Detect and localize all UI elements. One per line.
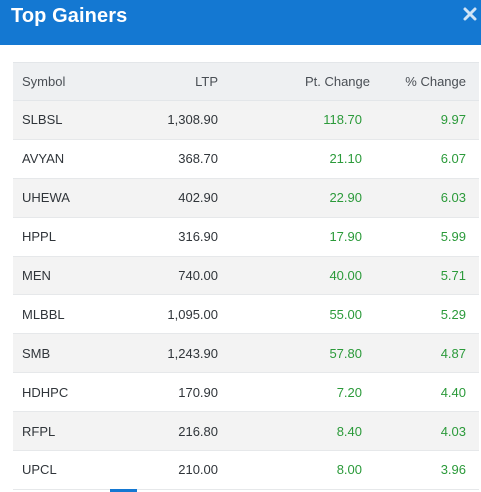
- scroll-indicator[interactable]: [110, 489, 137, 492]
- table-row[interactable]: UPCL 210.00 8.00 3.96: [13, 450, 479, 490]
- pt-change-cell: 22.90: [228, 178, 380, 218]
- ltp-cell: 1,308.90: [120, 100, 228, 140]
- symbol-cell: SLBSL: [13, 100, 120, 140]
- pt-change-cell: 21.10: [228, 139, 380, 179]
- modal-title: Top Gainers: [11, 5, 128, 27]
- pct-change-cell: 9.97: [380, 100, 479, 140]
- symbol-cell: MLBBL: [13, 294, 120, 335]
- modal-header: Top Gainers: [0, 0, 481, 45]
- pt-change-cell: 8.40: [228, 411, 380, 452]
- close-icon: [463, 7, 477, 21]
- table-row[interactable]: RFPL 216.80 8.40 4.03: [13, 411, 479, 452]
- pct-change-cell: 6.03: [380, 178, 479, 218]
- pt-change-cell: 8.00: [228, 450, 380, 490]
- ltp-cell: 368.70: [120, 139, 228, 179]
- pt-change-cell: 40.00: [228, 256, 380, 296]
- symbol-cell: RFPL: [13, 411, 120, 452]
- top-gainers-table: Symbol LTP Pt. Change % Change SLBSL 1,30…: [13, 62, 479, 490]
- pct-change-cell: 4.03: [380, 411, 479, 452]
- symbol-cell: UHEWA: [13, 178, 120, 218]
- symbol-cell: HPPL: [13, 217, 120, 257]
- pt-change-cell: 17.90: [228, 217, 380, 257]
- pt-change-cell: 7.20: [228, 372, 380, 413]
- symbol-cell: UPCL: [13, 450, 120, 490]
- pct-change-cell: 3.96: [380, 450, 479, 490]
- symbol-cell: MEN: [13, 256, 120, 296]
- table-row[interactable]: SLBSL 1,308.90 118.70 9.97: [13, 100, 479, 140]
- pct-change-cell: 5.99: [380, 217, 479, 257]
- table-row[interactable]: AVYAN 368.70 21.10 6.07: [13, 139, 479, 179]
- ltp-cell: 402.90: [120, 178, 228, 218]
- pct-change-cell: 5.29: [380, 294, 479, 335]
- ltp-cell: 316.90: [120, 217, 228, 257]
- table-row[interactable]: HDHPC 170.90 7.20 4.40: [13, 372, 479, 413]
- symbol-cell: SMB: [13, 333, 120, 374]
- pt-change-cell: 55.00: [228, 294, 380, 335]
- table-row[interactable]: SMB 1,243.90 57.80 4.87: [13, 333, 479, 374]
- table-row[interactable]: UHEWA 402.90 22.90 6.03: [13, 178, 479, 218]
- column-header-symbol[interactable]: Symbol: [13, 62, 120, 101]
- ltp-cell: 170.90: [120, 372, 228, 413]
- table-header-row: Symbol LTP Pt. Change % Change: [13, 62, 479, 101]
- column-header-ltp[interactable]: LTP: [120, 62, 228, 101]
- ltp-cell: 740.00: [120, 256, 228, 296]
- ltp-cell: 210.00: [120, 450, 228, 490]
- symbol-cell: AVYAN: [13, 139, 120, 179]
- pct-change-cell: 6.07: [380, 139, 479, 179]
- close-button[interactable]: [462, 6, 478, 22]
- column-header-pt-change[interactable]: Pt. Change: [228, 62, 380, 101]
- pct-change-cell: 4.40: [380, 372, 479, 413]
- ltp-cell: 1,095.00: [120, 294, 228, 335]
- table-row[interactable]: MEN 740.00 40.00 5.71: [13, 256, 479, 296]
- pt-change-cell: 57.80: [228, 333, 380, 374]
- table-row[interactable]: HPPL 316.90 17.90 5.99: [13, 217, 479, 257]
- pt-change-cell: 118.70: [228, 100, 380, 140]
- pct-change-cell: 4.87: [380, 333, 479, 374]
- ltp-cell: 216.80: [120, 411, 228, 452]
- pct-change-cell: 5.71: [380, 256, 479, 296]
- symbol-cell: HDHPC: [13, 372, 120, 413]
- table-row[interactable]: MLBBL 1,095.00 55.00 5.29: [13, 294, 479, 335]
- ltp-cell: 1,243.90: [120, 333, 228, 374]
- column-header-pct-change[interactable]: % Change: [380, 62, 479, 101]
